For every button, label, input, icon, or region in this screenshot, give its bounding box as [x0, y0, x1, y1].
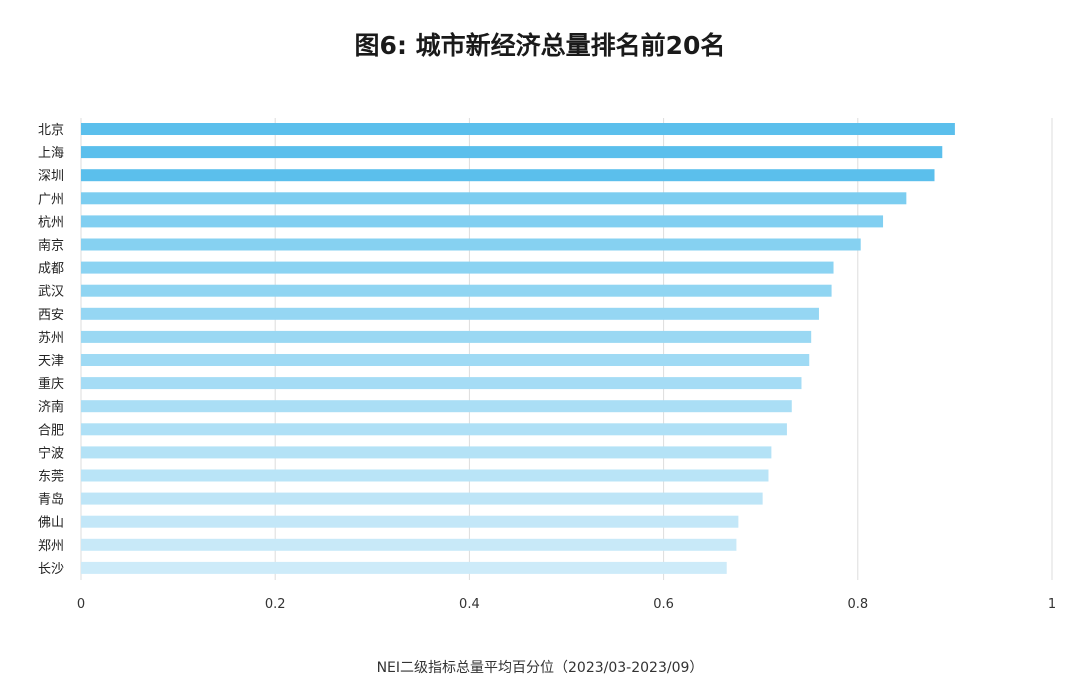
- bar: [81, 492, 763, 505]
- bar: [81, 330, 812, 343]
- bar: [81, 123, 955, 135]
- chart-title: 图6: 城市新经济总量排名前20名: [354, 31, 726, 60]
- bar: [81, 469, 769, 482]
- category-label: 长沙: [38, 562, 64, 577]
- x-tick-label: 0: [77, 597, 85, 612]
- category-label: 郑州: [38, 539, 64, 554]
- category-label: 成都: [38, 262, 64, 277]
- bar: [81, 238, 861, 251]
- x-tick-label: 1: [1048, 597, 1056, 612]
- category-label: 合肥: [38, 423, 64, 438]
- category-label: 南京: [38, 238, 64, 254]
- bar: [81, 215, 884, 228]
- bar: [81, 261, 834, 274]
- category-label: 武汉: [38, 285, 64, 300]
- category-label: 佛山: [38, 516, 64, 531]
- x-tick-label: 0.2: [265, 597, 286, 612]
- category-label: 西安: [38, 308, 64, 323]
- bar: [81, 423, 787, 436]
- category-label: 深圳: [38, 169, 64, 184]
- bar: [81, 377, 802, 390]
- bar: [81, 307, 819, 320]
- bar: [81, 354, 810, 366]
- bar: [81, 561, 727, 574]
- category-label: 杭州: [38, 215, 64, 230]
- x-axis-label: NEI二级指标总量平均百分位（2023/03-2023/09）: [376, 660, 704, 676]
- bar: [81, 192, 907, 205]
- x-tick-labels: 0 0.2 0.4 0.6 0.8 1: [77, 597, 1056, 612]
- category-label: 济南: [38, 399, 64, 415]
- bar: [81, 538, 737, 551]
- category-label: 东莞: [38, 470, 64, 485]
- bar: [81, 446, 772, 459]
- bar: [81, 284, 832, 297]
- category-label: 天津: [38, 354, 64, 369]
- gridlines: [80, 118, 1053, 580]
- category-label: 重庆: [38, 376, 64, 392]
- bar: [81, 400, 792, 413]
- bar: [81, 515, 739, 528]
- category-label: 青岛: [38, 492, 64, 508]
- category-label: 宁波: [38, 445, 64, 461]
- category-label: 苏州: [38, 330, 64, 346]
- category-label: 北京: [38, 123, 64, 138]
- bar: [81, 146, 943, 159]
- x-tick-label: 0.4: [459, 597, 480, 612]
- x-tick-label: 0.8: [847, 597, 868, 612]
- category-label: 广州: [38, 192, 64, 207]
- bars: [81, 123, 955, 574]
- category-label: 上海: [38, 146, 64, 161]
- bar: [81, 169, 935, 182]
- x-tick-label: 0.6: [653, 597, 674, 612]
